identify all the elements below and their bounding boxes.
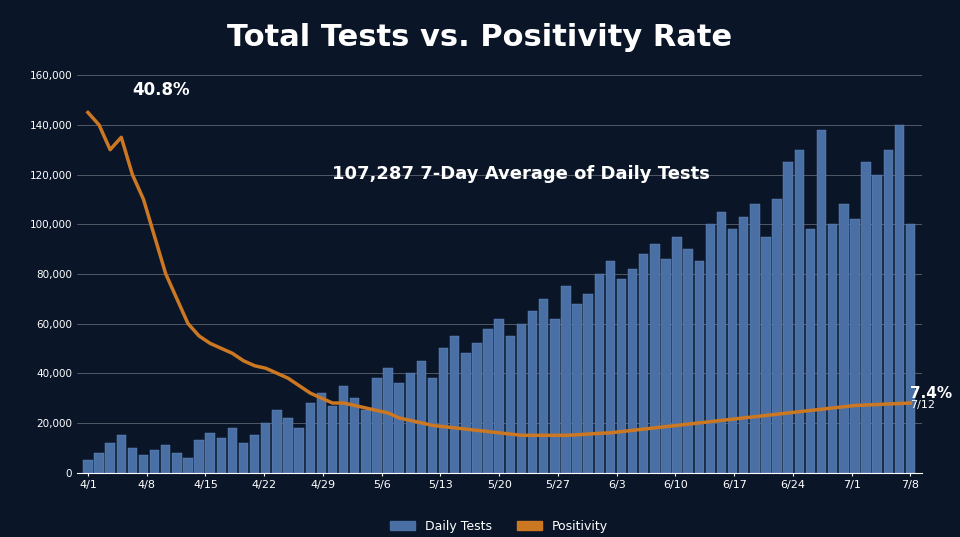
Bar	[128, 448, 137, 473]
Bar	[606, 262, 615, 473]
Bar	[616, 279, 626, 473]
Bar	[484, 329, 492, 473]
Bar	[684, 249, 693, 473]
Bar	[761, 237, 771, 473]
Bar	[828, 224, 837, 473]
Bar	[528, 311, 538, 473]
Bar	[317, 393, 326, 473]
Bar	[361, 410, 371, 473]
Bar	[773, 199, 781, 473]
Legend: Daily Tests, Positivity: Daily Tests, Positivity	[385, 515, 613, 537]
Bar	[562, 286, 570, 473]
Bar	[106, 442, 115, 473]
Bar	[372, 378, 382, 473]
Bar	[405, 373, 415, 473]
Bar	[694, 262, 704, 473]
Bar	[183, 458, 193, 473]
Bar	[817, 130, 827, 473]
Bar	[883, 150, 893, 473]
Bar	[339, 386, 348, 473]
Bar	[895, 125, 904, 473]
Text: 40.8%: 40.8%	[132, 81, 190, 99]
Bar	[116, 436, 126, 473]
Text: 7.4%: 7.4%	[910, 386, 952, 401]
Bar	[861, 162, 871, 473]
Bar	[84, 460, 92, 473]
Bar	[672, 237, 682, 473]
Bar	[239, 442, 249, 473]
Bar	[217, 438, 226, 473]
Text: 107,287 7-Day Average of Daily Tests: 107,287 7-Day Average of Daily Tests	[332, 165, 710, 184]
Bar	[383, 368, 393, 473]
Bar	[461, 353, 470, 473]
Bar	[194, 440, 204, 473]
Bar	[650, 244, 660, 473]
Bar	[450, 336, 460, 473]
Bar	[851, 219, 859, 473]
Bar	[584, 294, 593, 473]
Bar	[428, 378, 437, 473]
Bar	[795, 150, 804, 473]
Bar	[273, 410, 281, 473]
Text: 7/12: 7/12	[910, 400, 935, 410]
Bar	[172, 453, 181, 473]
Bar	[439, 349, 448, 473]
Bar	[228, 428, 237, 473]
Bar	[150, 450, 159, 473]
Bar	[516, 323, 526, 473]
Bar	[506, 336, 516, 473]
Bar	[94, 453, 104, 473]
Bar	[539, 299, 548, 473]
Bar	[161, 445, 171, 473]
Bar	[139, 455, 148, 473]
Bar	[750, 204, 759, 473]
Bar	[283, 418, 293, 473]
Bar	[350, 398, 359, 473]
Text: Total Tests vs. Positivity Rate: Total Tests vs. Positivity Rate	[228, 23, 732, 52]
Bar	[739, 217, 749, 473]
Bar	[327, 405, 337, 473]
Bar	[572, 304, 582, 473]
Bar	[417, 361, 426, 473]
Bar	[395, 383, 404, 473]
Bar	[706, 224, 715, 473]
Bar	[250, 436, 259, 473]
Bar	[639, 254, 648, 473]
Bar	[305, 403, 315, 473]
Bar	[594, 274, 604, 473]
Bar	[717, 212, 726, 473]
Bar	[628, 269, 637, 473]
Bar	[805, 229, 815, 473]
Bar	[728, 229, 737, 473]
Bar	[839, 204, 849, 473]
Bar	[295, 428, 303, 473]
Bar	[783, 162, 793, 473]
Bar	[494, 318, 504, 473]
Bar	[661, 259, 671, 473]
Bar	[472, 344, 482, 473]
Bar	[261, 423, 271, 473]
Bar	[550, 318, 560, 473]
Bar	[873, 175, 882, 473]
Bar	[906, 224, 915, 473]
Bar	[205, 433, 215, 473]
